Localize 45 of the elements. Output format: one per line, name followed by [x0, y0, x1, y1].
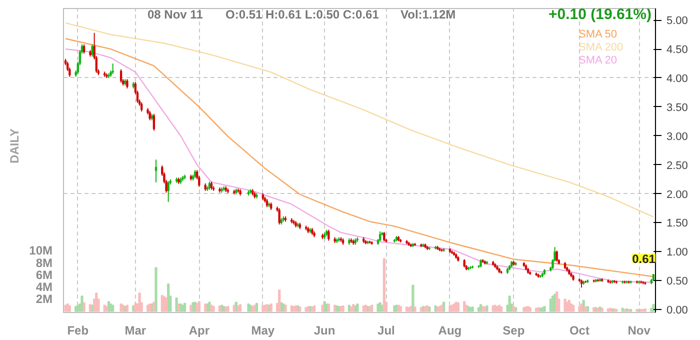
x-tick-label: Aug [438, 324, 462, 338]
y-tick-label: 1.50 [666, 218, 688, 230]
text: SMA 200 [578, 42, 624, 54]
annotation: 08 Nov 11 [148, 8, 204, 22]
candlestick [148, 110, 151, 121]
annotation: Vol:1.12M [400, 8, 456, 22]
x-tick-label: Jul [378, 324, 395, 338]
text: DAILY [8, 128, 22, 164]
candlestick [383, 232, 386, 242]
y2-tick-label: 8M [36, 256, 53, 270]
candlestick [152, 113, 156, 132]
y-tick-label: 3.00 [666, 130, 688, 143]
x-tick-label: May [251, 324, 275, 338]
y-tick-label: 2.50 [666, 160, 688, 172]
annotation: O:0.51 H:0.61 L:0.50 C:0.61 [226, 8, 380, 22]
candlestick [140, 102, 143, 112]
annotation: 0.61 [632, 252, 656, 266]
candlestick [167, 180, 170, 202]
candlestick [278, 208, 280, 225]
text: SMA 50 [578, 28, 618, 40]
y-tick-label: 0.00 [666, 304, 688, 317]
y-tick-label: 0.50 [666, 276, 688, 288]
y-tick-label: 5.00 [666, 15, 688, 28]
x-tick-label: Mar [124, 324, 146, 338]
candlestick [556, 250, 558, 262]
y-tick-label: 3.50 [666, 102, 688, 114]
x-tick-label: Feb [67, 324, 89, 338]
y2-tick-label: 10M [29, 244, 53, 258]
y2-tick-label: 6M [36, 268, 53, 282]
x-tick-label: Sep [502, 324, 525, 338]
y-tick-label: 4.00 [666, 72, 688, 85]
x-tick-label: Nov [628, 324, 651, 338]
y-tick-label: 4.50 [666, 44, 688, 56]
candlestick [328, 229, 330, 242]
x-tick-label: Apr [188, 324, 210, 338]
x-tick-label: Oct [569, 324, 590, 338]
y-tick-label: 2.00 [666, 188, 688, 201]
candlestick [378, 230, 382, 242]
candlestick [154, 159, 158, 183]
annotation: +0.10 (19.61%) [548, 6, 652, 23]
text: SMA 20 [578, 54, 618, 66]
y2-tick-label: 2M [36, 292, 53, 306]
y-tick-label: 1.00 [666, 246, 688, 259]
x-tick-label: Jun [314, 324, 336, 338]
y2-tick-label: 4M [36, 280, 53, 294]
